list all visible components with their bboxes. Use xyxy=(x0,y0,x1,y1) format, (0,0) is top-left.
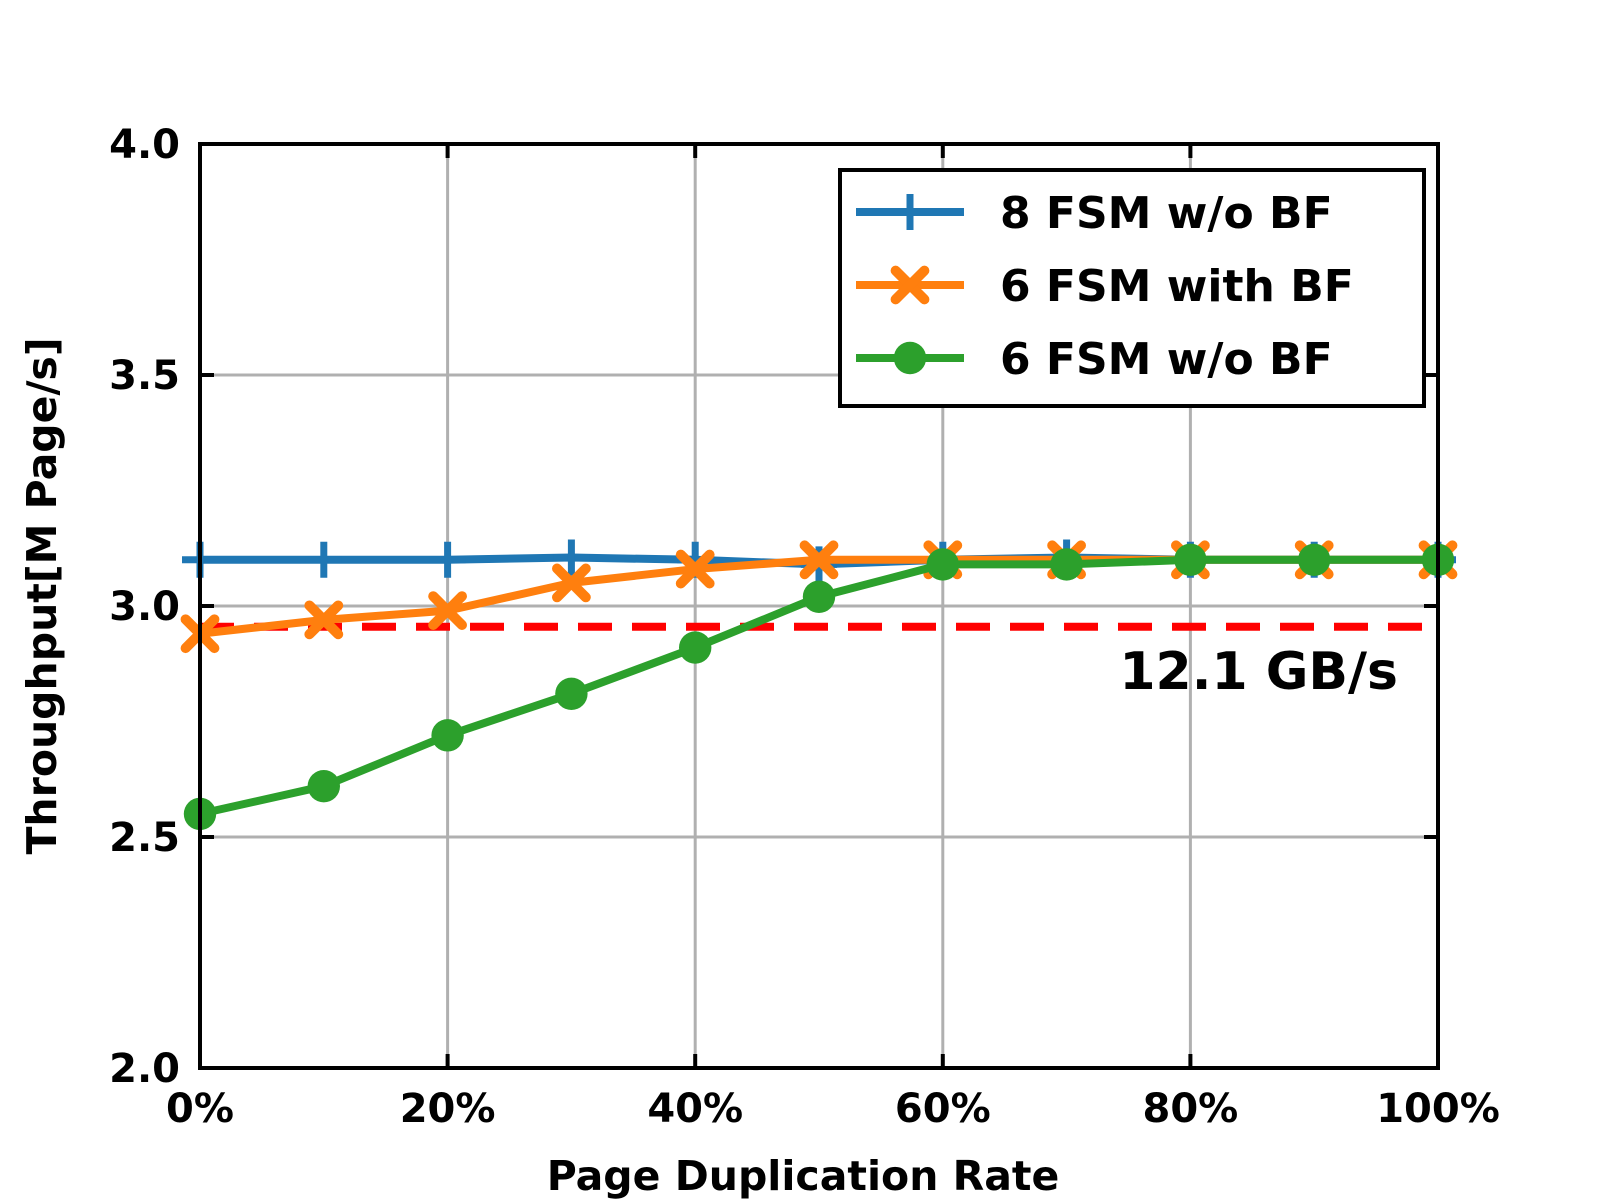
legend-item: 8 FSM w/o BF xyxy=(856,188,1333,239)
circle-marker xyxy=(926,548,959,581)
x-axis-label: Page Duplication Rate xyxy=(547,1152,1060,1200)
y-tick-label: 2.5 xyxy=(109,815,180,861)
series-group xyxy=(180,539,1458,831)
x-tick-label: 60% xyxy=(895,1086,991,1132)
x-marker xyxy=(304,600,344,640)
y-tick-label: 2.0 xyxy=(109,1046,180,1092)
circle-marker xyxy=(1174,543,1207,576)
x-marker xyxy=(890,265,930,305)
legend: 8 FSM w/o BF 6 FSM with BF 6 FSM w/o BF xyxy=(838,168,1426,408)
legend-label: 6 FSM with BF xyxy=(1000,261,1354,312)
x-tick-label: 80% xyxy=(1143,1086,1239,1132)
legend-label: 6 FSM w/o BF xyxy=(1000,334,1333,385)
x-tick-label: 100% xyxy=(1376,1086,1500,1132)
circle-marker xyxy=(1050,548,1083,581)
circle-marker xyxy=(1298,543,1331,576)
circle-marker xyxy=(893,341,927,375)
axis-ticks xyxy=(198,142,1440,1070)
x-tick-label: 0% xyxy=(166,1086,234,1132)
legend-label: 8 FSM w/o BF xyxy=(1000,188,1333,239)
circle-marker xyxy=(431,719,464,752)
x-marker xyxy=(675,549,715,589)
x-tick-label: 20% xyxy=(400,1086,496,1132)
y-axis-label: Throughput[M Page/s] xyxy=(18,337,66,854)
circle-marker xyxy=(802,580,836,613)
legend-item: 6 FSM w/o BF xyxy=(856,334,1333,385)
y-tick-label: 4.0 xyxy=(109,122,180,168)
reference-line-label: 12.1 GB/s xyxy=(1119,642,1398,702)
tick-labels: 0% 20% 40% 60% 80% 100% 2.0 2.5 3.0 3.5 4.0 xyxy=(109,122,1500,1132)
x-marker xyxy=(799,540,839,580)
x-tick-label: 40% xyxy=(647,1086,743,1132)
circle-marker xyxy=(555,677,588,710)
series-3 xyxy=(183,543,1455,831)
circle-marker xyxy=(307,769,340,803)
x-marker xyxy=(552,563,591,603)
circle-marker xyxy=(679,631,712,664)
x-marker xyxy=(428,591,467,631)
y-tick-label: 3.0 xyxy=(109,584,180,630)
y-tick-label: 3.5 xyxy=(109,353,180,399)
legend-item: 6 FSM with BF xyxy=(856,261,1354,312)
